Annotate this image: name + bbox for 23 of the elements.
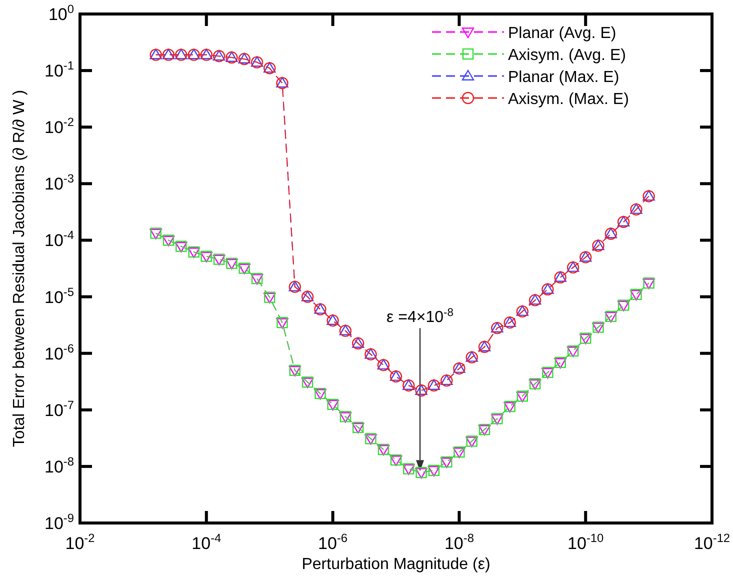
legend-label: Planar (Avg. E) bbox=[508, 25, 616, 42]
x-tick-label: 10$^{-8}$ bbox=[444, 531, 474, 553]
legend-label: Planar (Max. E) bbox=[508, 69, 620, 86]
legend-label: Axisym. (Max. E) bbox=[508, 91, 629, 108]
y-tick-label: 10$^{-8}$ bbox=[44, 454, 74, 476]
y-tick-label: 10$^{-6}$ bbox=[44, 341, 74, 364]
legend-label: Axisym. (Avg. E) bbox=[508, 47, 626, 64]
y-tick-label: 10$^{-2}$ bbox=[44, 115, 74, 138]
y-tick-label: 10$^{-7}$ bbox=[44, 398, 74, 420]
y-tick-label: 10$^{-4}$ bbox=[44, 228, 74, 250]
x-tick-label: 10$^{-12}$ bbox=[694, 531, 730, 553]
x-tick-label: 10$^{-6}$ bbox=[318, 531, 348, 553]
x-tick-label: 10$^{-10}$ bbox=[568, 531, 604, 553]
x-axis-title: Perturbation Magnitude (ε) bbox=[302, 556, 490, 573]
x-tick-label: 10$^{-2}$ bbox=[65, 531, 96, 553]
y-axis-title: Total Error between Residual Jacobians (∂ R/∂ W ) bbox=[11, 90, 28, 448]
y-tick-label: 10$^{0}$ bbox=[48, 2, 74, 24]
y-tick-label: 10$^{-9}$ bbox=[44, 511, 74, 533]
y-tick-label: 10$^{-5}$ bbox=[44, 284, 74, 307]
y-tick-label: 10$^{-3}$ bbox=[44, 172, 74, 194]
x-tick-label: 10$^{-4}$ bbox=[192, 531, 222, 553]
annotation: ε =4×10$^{-8}$ bbox=[386, 307, 454, 326]
y-tick-label: 10$^{-1}$ bbox=[44, 58, 74, 81]
